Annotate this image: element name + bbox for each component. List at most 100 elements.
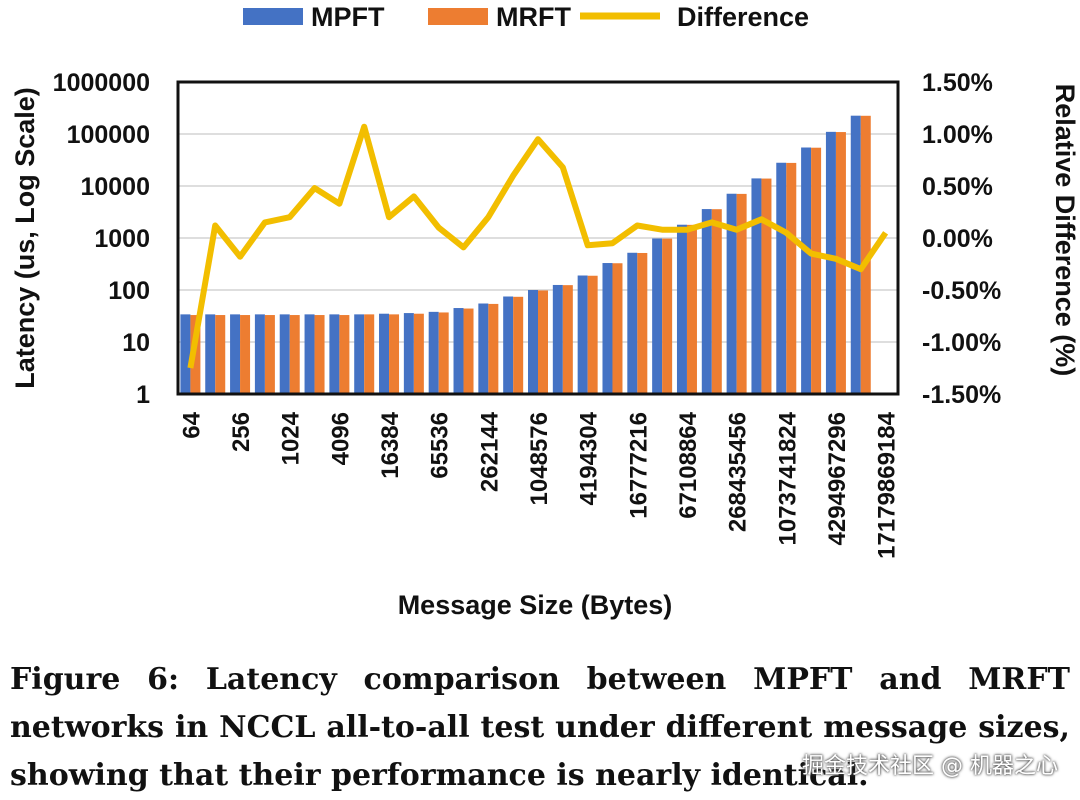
mpft-bar <box>478 303 489 394</box>
y2-tick-label: 0.00% <box>922 225 993 253</box>
chart-legend: MPFT MRFT Difference <box>243 2 809 32</box>
x-tick-label: 65536 <box>427 412 454 479</box>
mrft-bar <box>438 312 449 394</box>
x-tick-label: 256 <box>228 412 255 452</box>
mrft-bar <box>264 315 275 394</box>
mrft-bar <box>662 238 673 394</box>
y-tick-label: 10000 <box>80 173 150 201</box>
mpft-bar <box>726 193 737 394</box>
mrft-bar <box>413 313 424 394</box>
y-axis-label: Latency (us, Log Scale) <box>10 87 40 389</box>
mrft-bar <box>364 314 375 394</box>
mrft-bar <box>240 315 251 394</box>
mpft-bar <box>453 308 464 394</box>
mpft-bar <box>428 311 439 394</box>
mrft-bar <box>339 315 350 394</box>
y-axis-ticks: 1 10 100 1000 10000 100000 1000000 <box>53 69 150 409</box>
x-tick-label: 262144 <box>476 411 503 492</box>
plot-frame <box>176 80 900 396</box>
mrft-bar <box>587 275 598 394</box>
y2-tick-label: -1.50% <box>922 381 1001 409</box>
x-axis-ticks: 64 256 1024 4096 16384 65536 262144 1048576 4194… <box>178 411 900 558</box>
y2-tick-label: 1.00% <box>922 121 993 149</box>
x-tick-label: 17179869184 <box>874 411 901 558</box>
x-tick-label: 67108864 <box>675 411 702 518</box>
latency-comparison-chart: MPFT MRFT Difference 1 10 100 1000 10000 100000… <box>10 2 1080 620</box>
difference-line <box>187 123 889 369</box>
y2-tick-label: -1.00% <box>922 329 1001 357</box>
mrft-bar <box>612 263 623 394</box>
mpft-bar <box>528 290 538 394</box>
y2-tick-label: -0.50% <box>922 277 1001 305</box>
y-tick-label: 10 <box>122 329 150 357</box>
mpft-bar <box>379 313 390 394</box>
x-tick-label: 268435456 <box>725 412 752 532</box>
mpft-bar <box>751 178 762 394</box>
mpft-bar <box>503 296 514 394</box>
mrft-bar <box>637 252 648 394</box>
y-tick-label: 100000 <box>67 121 150 149</box>
mpft-bar <box>701 209 712 394</box>
mrft-bar <box>389 314 400 394</box>
y-tick-label: 100 <box>108 277 150 305</box>
mrft-bar <box>314 315 325 394</box>
mpft-bar <box>825 131 836 394</box>
x-tick-label: 4194304 <box>576 411 603 505</box>
mpft-bar <box>801 147 812 394</box>
mrft-bar <box>463 308 474 394</box>
mrft-bar <box>686 224 697 394</box>
mpft-bar <box>180 314 191 394</box>
mpft-bar <box>552 284 563 394</box>
mpft-bar <box>205 314 216 394</box>
y-tick-label: 1 <box>136 381 150 409</box>
y2-tick-label: 1.50% <box>922 69 993 97</box>
mrft-bar <box>860 115 871 394</box>
x-tick-label: 16384 <box>377 411 404 478</box>
mpft-bar <box>304 314 315 394</box>
x-tick-label: 1073741824 <box>774 411 801 545</box>
mrft-bar <box>786 162 797 394</box>
x-tick-label: 4096 <box>327 412 354 465</box>
y2-axis-label: Relative Difference (%) <box>1050 84 1080 377</box>
legend-label-mrft: MRFT <box>496 2 571 32</box>
mrft-bar <box>811 147 822 394</box>
y2-tick-label: 0.50% <box>922 173 993 201</box>
mpft-bar <box>776 162 787 394</box>
mpft-bar <box>602 263 613 394</box>
mpft-bar <box>354 314 365 394</box>
mrft-bar <box>736 193 747 394</box>
x-tick-label: 1024 <box>278 411 305 465</box>
mrft-bar <box>289 315 300 394</box>
mpft-bar <box>279 314 290 394</box>
mrft-bar <box>761 178 772 394</box>
watermark: 掘金技术社区 @ 机器之心 <box>802 754 1058 779</box>
x-tick-label: 1048576 <box>526 412 553 505</box>
mrft-bar <box>562 285 573 394</box>
x-tick-label: 4294967296 <box>824 412 851 545</box>
legend-swatch-mrft <box>428 8 488 25</box>
mpft-bar <box>652 238 663 394</box>
mrft-bar <box>538 290 548 394</box>
legend-label-difference: Difference <box>677 2 809 32</box>
y2-axis-ticks: -1.50% -1.00% -0.50% 0.00% 0.50% 1.00% 1.50% <box>922 69 1001 409</box>
mpft-bar <box>850 115 861 394</box>
mpft-bar <box>403 313 414 394</box>
y-tick-label: 1000 <box>94 225 150 253</box>
x-tick-label: 64 <box>178 411 205 438</box>
x-tick-label: 16777216 <box>625 412 652 519</box>
legend-label-mpft: MPFT <box>311 2 385 32</box>
mpft-bar <box>230 314 241 394</box>
mpft-bar <box>254 314 265 394</box>
figure-caption: Figure 6: Latency comparison between MPF… <box>10 662 1070 793</box>
mpft-bar <box>329 314 340 394</box>
mpft-bar <box>577 275 588 394</box>
mpft-bar <box>676 224 687 394</box>
x-axis-label: Message Size (Bytes) <box>398 590 673 620</box>
legend-swatch-mpft <box>243 8 303 25</box>
mrft-bar <box>711 209 722 394</box>
y-tick-label: 1000000 <box>53 69 150 97</box>
mpft-bar <box>627 252 638 394</box>
mrft-bar <box>215 315 226 394</box>
mrft-bar <box>488 303 499 394</box>
mrft-bar <box>513 296 524 394</box>
